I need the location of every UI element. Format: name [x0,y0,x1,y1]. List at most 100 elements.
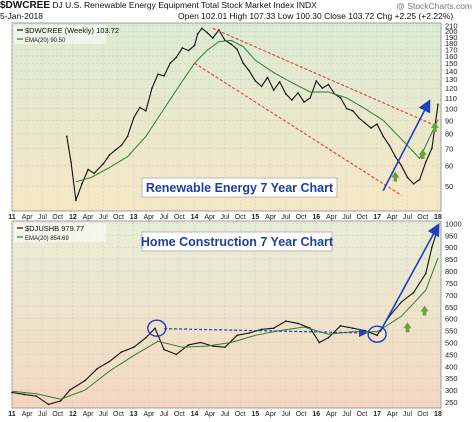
y-tick-label: 850 [445,255,458,264]
y-tick-label: 70 [445,144,453,153]
price-point [75,199,77,202]
y-tick-label: 180 [445,39,458,48]
x-tick-label: 11 [8,411,16,418]
x-tick-label: Jul [38,411,47,418]
price-point [388,144,391,147]
annotation-text-2: Home Construction 7 Year Chart [141,235,334,249]
price-point [327,83,330,86]
price-point [199,341,202,344]
price-point [400,164,403,167]
support-arrow-icon [430,122,439,133]
y-tick-label: 800 [445,267,458,276]
price-point [364,329,366,332]
price-point [376,123,378,125]
price-point [412,291,415,294]
price-point [278,81,281,83]
price-point [370,127,372,129]
y-tick-label: 90 [445,116,453,125]
x-tick-label: Oct [52,411,63,418]
x-tick-label: Apr [326,214,338,221]
channel-upper-line [212,27,436,126]
price-point [145,336,147,339]
legend-2: $DJUSHB 979.77 EMA(20) 854.69 [14,223,106,242]
price-point [120,144,123,147]
x-tick-label: Jul [160,214,169,221]
y-tick-label: 210 [445,22,458,31]
x-tick-label: Apr [143,411,155,418]
x-tick-label: Jul [281,214,290,221]
price-point [151,87,153,89]
low-label: Low [277,11,294,21]
legend-entry: EMA(20) 90.50 [25,38,66,44]
exchange-label: INDX [296,0,317,10]
ema-line [11,257,439,400]
y-tick-label: 80 [445,130,453,139]
price-point [260,328,263,331]
price-point [248,332,251,334]
price-point [236,48,238,51]
price-point [65,135,68,138]
y-tick-label: 400 [445,362,458,371]
price-point [394,155,397,158]
x-tick-label: 14 [191,214,199,221]
price-point [205,31,208,34]
price-point [351,110,354,112]
date-label: 5-Jan-2018 [0,11,44,21]
price-point [102,163,105,165]
y-tick-label: 170 [445,45,458,54]
price-point [437,103,439,106]
y-tick-label: 650 [445,303,458,312]
legend-entry: $DJUSHB 979.77 [25,224,84,233]
y-tick-label: 950 [445,231,458,240]
low-value: 100.30 [295,11,322,21]
price-point [70,161,72,163]
open-value: 102.01 [201,11,228,21]
y-tick-label: 130 [445,75,458,84]
support-arrow-icon [420,305,429,316]
price-point [431,147,433,150]
y-tick-label: 200 [445,27,458,36]
close-value: 103.72 [348,11,375,21]
price-line [11,228,439,405]
dotted-resistance-arrow [164,328,368,338]
x-tick-label: 17 [373,214,381,221]
x-tick-label: Jul [221,411,230,418]
price-point [236,334,238,337]
annotation-box-2 [141,231,333,252]
price-point [126,135,129,138]
x-tick-label: Apr [265,214,277,221]
price-point [242,62,245,65]
price-point [84,379,86,382]
x-tick-label: Apr [83,214,95,221]
plot-area-2 [11,220,442,409]
price-point [145,110,147,112]
quote-values: Open 102.01 High 107.33 Low 100.30 Close… [178,11,453,21]
price-point [163,75,165,77]
x-tick-label: Apr [387,411,399,418]
price-point [132,117,135,119]
x-tick-label: Apr [387,214,399,221]
x-tick-label: Apr [204,214,216,221]
legend-1: $DWCREE (Weekly) 103.72 EMA(20) 90.50 [14,25,119,44]
highlight-circle-2 [367,325,387,343]
price-point [339,97,342,99]
price-point [69,389,71,391]
price-point [327,336,330,339]
price-point [272,89,275,91]
x-tick-label: Apr [83,411,95,418]
price-point [47,403,50,406]
price-point [254,80,257,82]
x-tick-label: 18 [434,214,442,221]
price-point [132,346,135,349]
y-tick-label: 450 [445,350,458,359]
price-point [412,183,415,185]
price-point [291,99,293,101]
price-point [309,97,311,99]
price-point [406,176,409,179]
price-point [400,301,403,303]
x-tick-label: Oct [417,214,428,221]
y-tick-label: 1000 [445,219,462,228]
x-tick-label: Oct [235,214,246,221]
x-tick-label: 18 [434,411,442,418]
price-point [285,320,287,322]
